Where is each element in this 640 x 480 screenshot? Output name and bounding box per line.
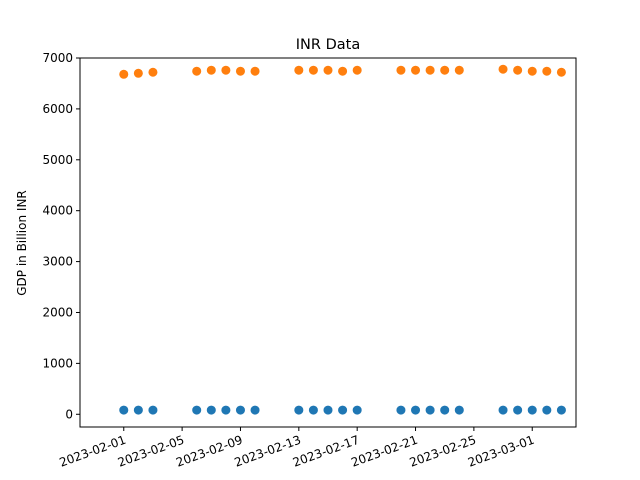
- y-tick-label: 6000: [42, 102, 73, 116]
- data-point-series-1: [250, 405, 260, 415]
- data-point-series-1: [527, 405, 537, 415]
- data-point-series-2: [148, 67, 158, 77]
- points-layer: [119, 64, 566, 415]
- y-tick-label: 4000: [42, 204, 73, 218]
- data-point-series-2: [556, 67, 566, 77]
- data-point-series-1: [221, 405, 231, 415]
- data-point-series-2: [308, 65, 318, 75]
- y-tick-label: 5000: [42, 153, 73, 167]
- data-point-series-1: [498, 405, 508, 415]
- data-point-series-1: [308, 405, 318, 415]
- chart-title: INR Data: [296, 37, 360, 53]
- data-point-series-1: [454, 405, 464, 415]
- data-point-series-2: [542, 66, 552, 76]
- data-point-series-1: [294, 405, 304, 415]
- y-ticks: 0 1000 2000 3000 4000 5000 6000 7000: [42, 51, 80, 421]
- data-point-series-1: [425, 405, 435, 415]
- y-tick-label: 0: [65, 407, 73, 421]
- data-point-series-1: [556, 405, 566, 415]
- data-point-series-2: [192, 66, 202, 76]
- data-point-series-2: [411, 65, 421, 75]
- data-point-series-2: [294, 65, 304, 75]
- data-point-series-1: [119, 405, 129, 415]
- y-tick-label: 7000: [42, 51, 73, 65]
- data-point-series-2: [338, 66, 348, 76]
- data-point-series-1: [396, 405, 406, 415]
- data-point-series-1: [352, 405, 362, 415]
- data-point-series-1: [542, 405, 552, 415]
- data-point-series-2: [323, 65, 333, 75]
- data-point-series-2: [352, 65, 362, 75]
- data-point-series-2: [250, 66, 260, 76]
- data-point-series-1: [235, 405, 245, 415]
- data-point-series-2: [133, 68, 143, 78]
- data-point-series-1: [192, 405, 202, 415]
- data-point-series-1: [323, 405, 333, 415]
- data-point-series-1: [133, 405, 143, 415]
- data-point-series-2: [221, 65, 231, 75]
- y-tick-label: 3000: [42, 255, 73, 269]
- data-point-series-1: [411, 405, 421, 415]
- data-point-series-2: [513, 65, 523, 75]
- data-point-series-2: [425, 65, 435, 75]
- plot-frame: [79, 57, 577, 428]
- y-tick-label: 1000: [42, 356, 73, 370]
- data-point-series-1: [148, 405, 158, 415]
- data-point-series-2: [396, 65, 406, 75]
- y-tick-label: 2000: [42, 305, 73, 319]
- data-point-series-1: [206, 405, 216, 415]
- data-point-series-2: [206, 65, 216, 75]
- data-point-series-2: [498, 64, 508, 74]
- data-point-series-2: [235, 66, 245, 76]
- y-axis-label: GDP in Billion INR: [15, 190, 29, 296]
- data-point-series-1: [440, 405, 450, 415]
- data-point-series-1: [338, 405, 348, 415]
- data-point-series-2: [440, 65, 450, 75]
- data-point-series-2: [454, 65, 464, 75]
- data-point-series-2: [527, 66, 537, 76]
- data-point-series-2: [119, 69, 129, 79]
- data-point-series-1: [513, 405, 523, 415]
